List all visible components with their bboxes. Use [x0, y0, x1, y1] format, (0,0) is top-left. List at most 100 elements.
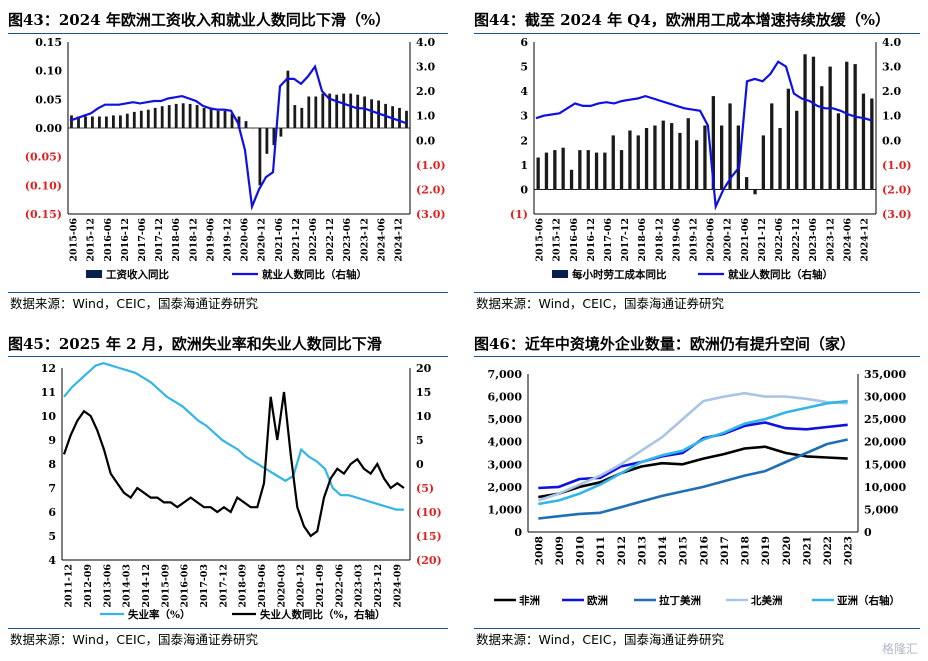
bar	[569, 169, 574, 190]
legend-label-yoy: 失业人数同比（%，右轴）	[260, 608, 385, 621]
x-tick-label: 2021-12	[291, 218, 302, 262]
bar	[300, 107, 304, 128]
bar	[619, 150, 624, 190]
bar	[356, 94, 360, 128]
bar	[778, 128, 782, 190]
bar	[307, 96, 311, 128]
source-rule-45	[8, 628, 448, 629]
left-tick-label: 2,000	[488, 481, 523, 494]
legend-label-line: 就业人数同比（右轴）	[262, 268, 367, 281]
x-tick-label: 2016-12	[120, 218, 131, 262]
left-tick-label: 6	[48, 506, 56, 519]
bar	[553, 150, 557, 190]
x-tick-label: 2024-12	[859, 218, 870, 262]
bar	[146, 109, 150, 128]
bar	[811, 56, 816, 190]
left-tick-label: 7	[48, 482, 56, 495]
x-tick-label: 2020-06	[240, 218, 251, 262]
legend-swatch-bar	[552, 270, 568, 278]
x-tick-label: 2018	[740, 536, 752, 565]
right-tick-label: 10	[416, 410, 432, 423]
x-tick-label: 2015-06	[535, 218, 546, 262]
panel-title-45: 图45：2025 年 2 月，欧洲失业率和失业人数同比下滑	[8, 335, 382, 353]
right-tick-label: 30,000	[864, 391, 906, 404]
bar	[711, 96, 715, 190]
right-tick-label: 2.0	[882, 85, 901, 98]
bar	[202, 107, 206, 128]
bar	[195, 105, 199, 128]
legend-label-line-asia: 亚洲（右轴）	[837, 594, 900, 607]
left-tick-label: 0.15	[35, 36, 62, 49]
left-tick-label: 9	[48, 434, 56, 447]
right-tick-label: 0.0	[882, 134, 901, 147]
legend-label-line-north-america: 北美洲	[751, 594, 783, 607]
x-tick-label: 2016	[698, 536, 710, 565]
right-tick-label: (5)	[416, 482, 434, 495]
left-tick-label: (1)	[510, 208, 528, 221]
bar	[398, 107, 401, 128]
x-tick-label: 2023	[843, 536, 855, 565]
x-tick-label: 2017-12	[218, 564, 229, 608]
bar	[125, 113, 129, 128]
chart-unemployment: 12 11 10 9 8 7 6 5 4 20 15 10 5 0 (5) (10) (15) (20) 2011-…	[41, 362, 442, 621]
x-tick-label: 2017	[719, 536, 731, 565]
x-tick-label: 2020-03	[276, 564, 287, 608]
title-rule-43	[8, 33, 448, 34]
legend-label-bar: 每小时劳工成本同比	[572, 268, 667, 281]
line-latin-america	[538, 438, 848, 520]
legend-label-bar: 工资收入同比	[106, 268, 169, 281]
source-rule-44	[474, 292, 920, 293]
bar	[736, 125, 740, 190]
x-tick-label: 2021-09	[315, 564, 326, 608]
source-note-43: 数据来源：Wind，CEIC，国泰海通证券研究	[10, 296, 258, 311]
right-tick-label: 1.0	[882, 110, 901, 123]
x-tick-label: 2021-06	[274, 218, 285, 262]
x-tick-label: 2013	[636, 536, 648, 565]
bar	[112, 115, 115, 128]
bar	[105, 116, 108, 128]
x-tick-label: 2016-06	[180, 564, 191, 608]
bar	[820, 86, 824, 190]
left-tick-label: 1	[520, 159, 528, 172]
bar	[223, 110, 227, 128]
x-tick-label: 2021-06	[740, 218, 751, 262]
bar	[132, 111, 136, 128]
bar	[753, 189, 757, 195]
bar	[828, 66, 832, 190]
left-tick-label: 8	[48, 458, 56, 471]
x-tick-label: 2019-12	[688, 218, 699, 262]
right-tick-label: (20)	[416, 554, 442, 567]
bar	[160, 106, 164, 128]
x-tick-label: 2017-12	[154, 218, 165, 262]
left-tick-label: (0.15)	[25, 208, 62, 221]
bar	[578, 150, 582, 190]
bar	[258, 128, 262, 186]
bar	[314, 96, 318, 128]
right-tick-label: (3.0)	[416, 208, 446, 221]
x-tick-label: 2023-03	[354, 564, 365, 608]
bar	[861, 93, 866, 190]
left-tick-label: 5	[48, 530, 56, 543]
x-tick-label: 2008	[533, 536, 545, 565]
source-note-44: 数据来源：Wind，CEIC，国泰海通证券研究	[476, 296, 724, 311]
bar	[293, 105, 297, 128]
x-tick-label: 2024-06	[842, 218, 853, 262]
x-tick-label: 2023-12	[359, 218, 370, 262]
line-asia	[538, 399, 848, 506]
x-tick-label: 2024-06	[376, 218, 387, 262]
x-tick-label: 2019-06	[257, 564, 268, 608]
x-tick-label: 2023-06	[808, 218, 819, 262]
bar	[405, 110, 408, 128]
bar	[611, 135, 615, 190]
bar	[536, 157, 540, 190]
x-tick-label: 2017-06	[137, 218, 148, 262]
left-tick-label: 6,000	[488, 391, 523, 404]
bar	[279, 128, 283, 137]
x-tick-label: 2016-06	[103, 218, 114, 262]
right-tick-label: 4.0	[416, 36, 435, 49]
x-tick-label: 2024-12	[393, 218, 404, 262]
bar	[349, 93, 353, 128]
legend-label-line: 就业人数同比（右轴）	[728, 268, 833, 281]
unemployment-rate-line	[63, 362, 404, 511]
bar	[370, 99, 373, 128]
